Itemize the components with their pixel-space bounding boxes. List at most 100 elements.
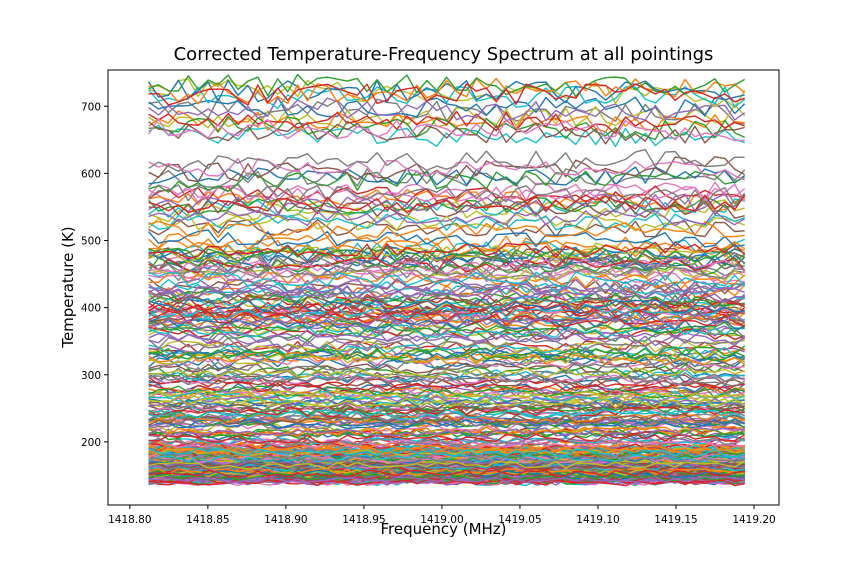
series-line	[148, 284, 745, 303]
series-line	[148, 376, 745, 389]
series-line	[148, 194, 746, 215]
series-line	[148, 385, 745, 397]
series-line	[148, 373, 746, 387]
series-line	[148, 257, 745, 276]
series-line	[148, 447, 745, 458]
series-line	[148, 311, 746, 330]
series-line	[148, 194, 746, 215]
x-tick-label: 1419.05	[498, 514, 541, 526]
series-line	[148, 124, 745, 148]
series-layer	[148, 73, 746, 487]
series-line	[148, 115, 745, 141]
series-line	[148, 258, 745, 275]
series-line	[148, 212, 745, 232]
series-line	[148, 148, 745, 173]
x-tick-label: 1419.10	[576, 514, 619, 526]
series-line	[148, 305, 746, 322]
x-tick-label: 1418.90	[264, 514, 307, 526]
x-tick-label: 1418.85	[186, 514, 229, 526]
series-line	[148, 209, 746, 227]
series-line	[148, 303, 746, 318]
y-tick-label: 700	[81, 101, 101, 113]
series-line	[148, 469, 745, 478]
series-line	[148, 73, 746, 97]
series-line	[148, 326, 745, 341]
series-line	[148, 310, 745, 327]
y-tick-label: 200	[81, 437, 101, 449]
series-line	[148, 417, 746, 429]
series-line	[148, 97, 746, 122]
series-line	[148, 395, 745, 407]
series-line	[148, 469, 745, 479]
series-line	[148, 351, 745, 365]
series-line	[148, 445, 745, 455]
y-tick-label: 500	[81, 236, 101, 248]
series-line	[148, 433, 746, 444]
series-line	[148, 170, 745, 193]
series-line	[148, 319, 746, 334]
series-line	[148, 193, 746, 214]
series-line	[148, 366, 745, 378]
series-line	[148, 298, 745, 314]
series-line	[148, 332, 746, 347]
x-tick-label: 1419.20	[732, 514, 775, 526]
series-line	[148, 350, 746, 366]
series-line	[148, 411, 745, 422]
series-line	[148, 356, 746, 373]
series-line	[148, 406, 745, 418]
series-line	[148, 347, 745, 362]
series-line	[148, 263, 745, 281]
x-tick-label: 1418.95	[342, 514, 385, 526]
series-line	[148, 183, 746, 203]
series-line	[148, 278, 746, 294]
series-line	[148, 118, 745, 142]
axes-frame	[107, 69, 780, 506]
series-line	[148, 453, 745, 464]
series-line	[148, 344, 745, 360]
series-line	[148, 409, 746, 420]
series-line	[148, 373, 745, 386]
series-line	[148, 427, 745, 439]
series-line	[148, 189, 745, 213]
series-line	[148, 479, 745, 487]
y-tick-label: 600	[81, 168, 101, 180]
series-line	[148, 242, 746, 263]
chart-title: Corrected Temperature-Frequency Spectrum…	[173, 44, 714, 65]
y-axis-label: Temperature (K)	[59, 226, 77, 348]
series-line	[148, 472, 745, 481]
series-line	[148, 381, 745, 394]
series-line	[148, 302, 745, 321]
series-line	[148, 311, 746, 325]
series-line	[148, 96, 746, 119]
series-line	[148, 413, 745, 426]
series-line	[148, 426, 745, 438]
series-line	[148, 425, 746, 438]
series-line	[148, 166, 746, 186]
x-axis-ticks: 1418.80 1418.85 1418.90 1418.95 1419.00 1419.…	[108, 505, 776, 526]
x-tick-label: 1419.15	[654, 514, 697, 526]
series-line	[148, 156, 746, 183]
series-line	[148, 385, 745, 399]
series-line	[148, 157, 745, 181]
series-line	[148, 460, 746, 470]
x-tick-label: 1418.80	[108, 514, 151, 526]
series-line	[148, 83, 745, 106]
series-line	[148, 371, 745, 386]
y-tick-label: 400	[81, 303, 101, 315]
series-line	[148, 395, 746, 409]
series-line	[148, 327, 746, 344]
series-line	[148, 271, 746, 288]
y-tick-label: 300	[81, 370, 101, 382]
series-line	[148, 419, 745, 430]
y-axis-ticks: 200 300 400 500 600 700	[81, 101, 108, 449]
x-tick-label: 1419.00	[420, 514, 463, 526]
series-line	[148, 241, 746, 260]
series-line	[148, 257, 746, 274]
series-line	[148, 79, 745, 104]
series-line	[148, 220, 745, 239]
x-axis-label: Frequency (MHz)	[380, 520, 507, 538]
series-line	[148, 262, 746, 282]
series-line	[148, 467, 745, 476]
